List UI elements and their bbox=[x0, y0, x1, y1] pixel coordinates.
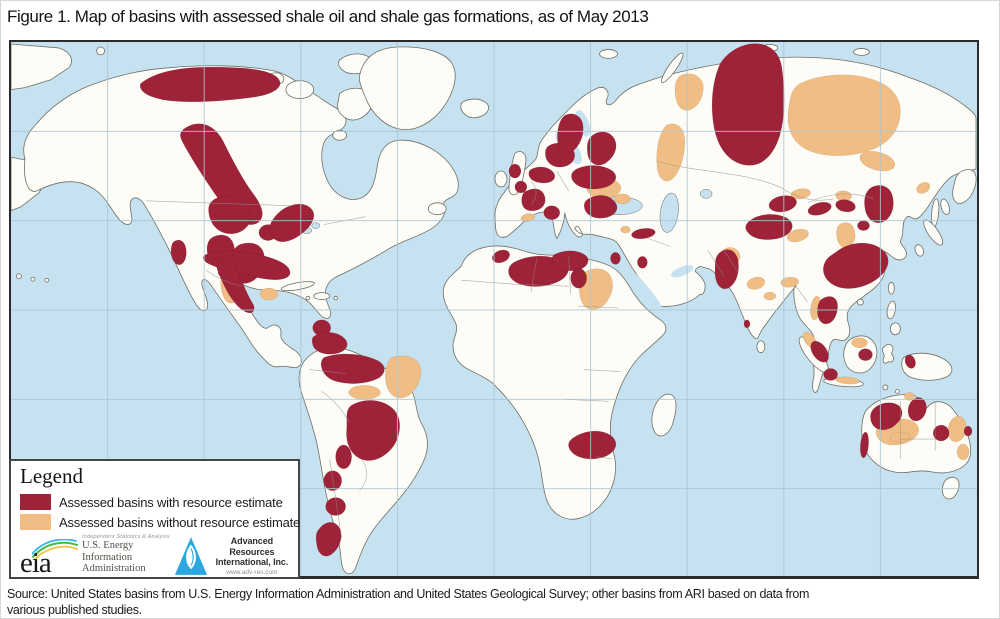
legend-title: Legend bbox=[20, 464, 83, 488]
eia-wordmark: eia bbox=[20, 538, 78, 579]
legend-logos: eia Independent Statistics & Analysis U.… bbox=[20, 534, 292, 579]
legend-item-without-estimate: Assessed basins without resource estimat… bbox=[20, 514, 300, 530]
eia-swoosh-icon bbox=[32, 538, 78, 559]
basins-without-estimate bbox=[220, 73, 970, 461]
ari-org-name: Advanced Resources International, Inc. w… bbox=[212, 536, 292, 576]
basins-with-estimate bbox=[140, 43, 973, 557]
legend-swatch-without-estimate bbox=[20, 514, 51, 530]
legend-box: Legend Assessed basins with resource est… bbox=[9, 459, 300, 579]
eia-tagline: Independent Statistics & Analysis bbox=[82, 534, 170, 540]
eia-logo: eia Independent Statistics & Analysis U.… bbox=[20, 534, 174, 579]
country-borders bbox=[146, 160, 936, 539]
source-line-1: Source: United States basins from U.S. E… bbox=[7, 587, 810, 601]
ari-logo: Advanced Resources International, Inc. w… bbox=[174, 536, 292, 576]
source-line-2: various published studies. bbox=[7, 602, 142, 617]
legend-label-without-estimate: Assessed basins without resource estimat… bbox=[59, 514, 301, 530]
figure-title: Figure 1. Map of basins with assessed sh… bbox=[7, 7, 649, 26]
ari-triangle-icon bbox=[174, 536, 207, 575]
source-note: Source: United States basins from U.S. E… bbox=[7, 587, 995, 618]
legend-item-with-estimate: Assessed basins with resource estimate bbox=[20, 494, 292, 510]
ari-url: www.adv-res.com bbox=[226, 568, 278, 576]
legend-swatch-with-estimate bbox=[20, 494, 51, 510]
eia-org-name: Independent Statistics & Analysis U.S. E… bbox=[82, 534, 174, 578]
legend-label-with-estimate: Assessed basins with resource estimate bbox=[59, 494, 283, 510]
